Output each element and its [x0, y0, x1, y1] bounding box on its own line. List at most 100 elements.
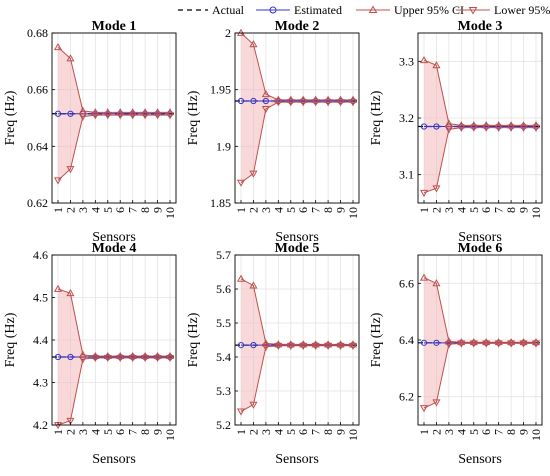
lower-ci-point: [165, 354, 175, 363]
lower-ci-point: [419, 189, 429, 198]
x-tick-label: 5: [467, 207, 481, 213]
x-tick-label: 8: [321, 207, 335, 213]
chart-panel-mode-4: Mode 4 4.2 4.3 4.4 4.5 4.6 1 2 3 4 5 6 7 8 9 10 Sensors F…: [0, 240, 183, 476]
x-tick-label: 2: [429, 207, 443, 213]
upper-ci-point: [531, 338, 541, 346]
lower-ci-point: [299, 342, 308, 350]
lower-ci-point: [286, 342, 295, 350]
estimated-point: [433, 339, 440, 346]
x-tick-label: 10: [346, 429, 360, 441]
lower-ci-point: [469, 124, 478, 132]
y-tick-label: 4.6: [33, 248, 48, 262]
lower-ci-point: [153, 112, 162, 120]
y-tick-label: 1.95: [210, 83, 231, 97]
upper-ci-line: [57, 46, 170, 113]
y-tick-label: 4.2: [33, 418, 48, 432]
lower-ci-point: [128, 354, 137, 363]
x-tick-label: 9: [151, 207, 165, 213]
x-tick-label: 2: [246, 429, 260, 435]
x-tick-label: 8: [138, 207, 152, 213]
y-tick-label: 4.5: [33, 291, 48, 305]
legend-estimated-marker: [269, 6, 277, 14]
lower-ci-point: [103, 112, 112, 120]
lower-ci-point: [249, 170, 258, 178]
upper-ci-point: [494, 338, 503, 346]
x-tick-label: 7: [492, 429, 506, 435]
lower-ci-point: [444, 341, 453, 349]
upper-ci-point: [419, 273, 429, 281]
lower-ci-point: [116, 112, 125, 120]
y-tick-label: 3.1: [399, 168, 414, 182]
x-tick-label: 3: [76, 429, 90, 435]
lower-ci-point: [457, 340, 466, 348]
lower-ci-line: [240, 345, 353, 412]
x-tick-label: 5: [101, 207, 115, 213]
x-axis-label: Sensors: [458, 230, 502, 245]
x-tick-label: 6: [113, 429, 127, 435]
upper-ci-line: [57, 288, 170, 357]
lower-ci-point: [66, 166, 75, 174]
upper-ci-point: [53, 42, 63, 51]
x-tick-label: 3: [259, 207, 273, 213]
x-tick-label: 1: [417, 207, 431, 213]
lower-ci-point: [336, 342, 345, 350]
y-axis-label: Freq (Hz): [369, 90, 384, 145]
estimated-point: [67, 110, 74, 117]
x-axis-label: Sensors: [92, 230, 136, 245]
x-tick-label: 7: [309, 207, 323, 213]
y-tick-label: 5.6: [216, 282, 231, 296]
x-tick-label: 2: [63, 207, 77, 213]
upper-ci-point: [336, 340, 345, 348]
upper-ci-point: [444, 119, 453, 127]
legend-upper-marker: [368, 5, 378, 13]
x-tick-label: 1: [51, 429, 65, 435]
upper-ci-point: [286, 340, 295, 348]
x-tick-label: 1: [51, 207, 65, 213]
x-tick-label: 4: [271, 207, 285, 213]
lower-ci-point: [419, 405, 429, 413]
upper-ci-point: [261, 339, 270, 347]
lower-ci-line: [423, 342, 536, 409]
upper-ci-point: [432, 61, 441, 69]
x-tick-label: 9: [334, 207, 348, 213]
lower-ci-point: [482, 340, 491, 348]
x-tick-label: 10: [529, 207, 543, 219]
x-tick-label: 7: [309, 429, 323, 435]
y-tick-label: 1.9: [216, 139, 231, 153]
chart-svg: Mode 21.851.91.95212345678910SensorsFreq…: [186, 19, 360, 245]
chart-panel-mode-1: Mode 1 0.62 0.64 0.66 0.68 1 2 3 4 5 6 7 8 9 10 Sensors…: [0, 18, 183, 254]
y-tick-label: 5.5: [216, 316, 231, 330]
x-tick-label: 2: [63, 429, 77, 435]
x-tick-label: 3: [76, 207, 90, 213]
upper-ci-point: [348, 340, 358, 348]
y-axis-label: Freq (Hz): [369, 312, 384, 367]
chart-title: Mode 6: [458, 241, 503, 256]
legend-lower-label: Lower 95% CI: [494, 3, 550, 17]
lower-ci-point: [494, 124, 503, 132]
lower-ci-point: [531, 340, 541, 348]
lower-ci-point: [324, 342, 333, 350]
x-tick-label: 5: [467, 429, 481, 435]
x-tick-label: 3: [442, 207, 456, 213]
lower-ci-point: [432, 399, 441, 407]
lower-ci-point: [141, 354, 150, 363]
y-tick-label: 3.2: [399, 111, 414, 125]
x-tick-label: 7: [126, 207, 140, 213]
estimated-point: [250, 342, 257, 349]
y-axis-label: Freq (Hz): [3, 90, 18, 145]
lower-ci-point: [274, 342, 283, 350]
x-axis-label: Sensors: [275, 452, 319, 467]
upper-ci-point: [457, 338, 466, 346]
x-tick-label: 8: [504, 429, 518, 435]
upper-ci-point: [249, 281, 258, 289]
lower-ci-point: [91, 112, 100, 120]
estimated-point: [262, 97, 269, 105]
y-tick-label: 4.3: [33, 376, 48, 390]
lower-ci-point: [261, 106, 270, 114]
lower-ci-line: [57, 114, 170, 181]
lower-ci-point: [261, 343, 270, 352]
